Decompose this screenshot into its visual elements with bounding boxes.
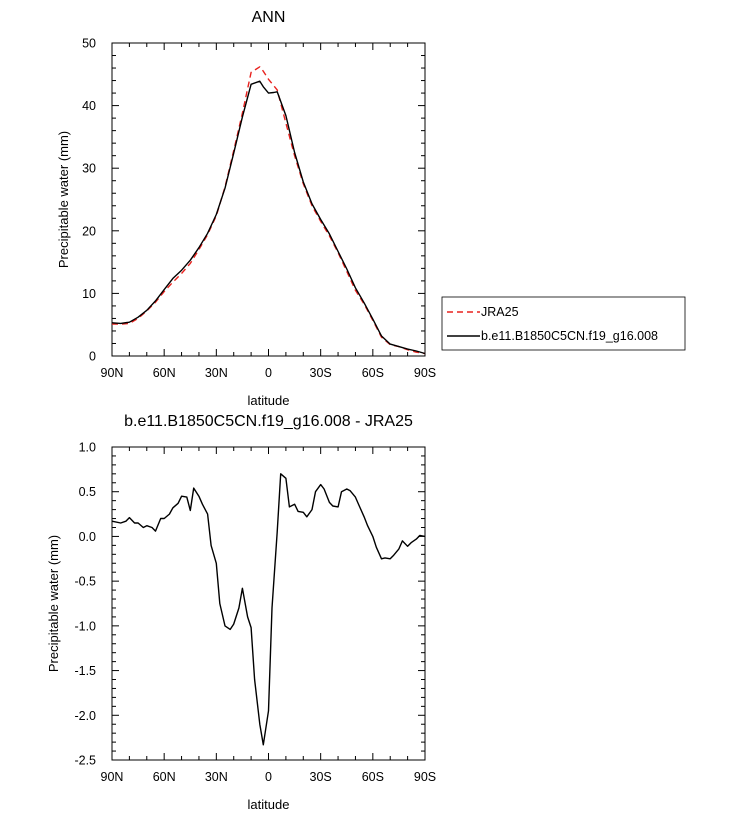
top-plot-frame — [111, 42, 426, 357]
series-line-1-0 — [111, 473, 426, 746]
y-tick-label: 20 — [82, 224, 96, 238]
bottom-chart-title: b.e11.B1850C5CN.f19_g16.008 - JRA25 — [124, 413, 413, 430]
x-tick-label: 30N — [205, 770, 228, 784]
y-tick-label: 0 — [89, 350, 96, 364]
y-tick-label: -2.0 — [74, 709, 96, 723]
y-tick-label: 50 — [82, 37, 96, 51]
y-tick-label: -2.5 — [74, 754, 96, 768]
bottom-x-axis-label: latitude — [248, 797, 290, 812]
y-tick-label: -0.5 — [74, 575, 96, 589]
top-series-lines — [111, 66, 426, 355]
bottom-series-lines — [111, 473, 426, 746]
y-tick-label: 1.0 — [79, 441, 96, 455]
x-tick-label: 90N — [101, 770, 124, 784]
legend-box — [441, 296, 686, 351]
y-tick-label: 30 — [82, 162, 96, 176]
legend-label-model: b.e11.B1850C5CN.f19_g16.008 — [481, 329, 658, 343]
y-tick-label: 40 — [82, 99, 96, 113]
top-y-axis-label: Precipitable water (mm) — [56, 131, 71, 268]
x-tick-label: 60N — [153, 366, 176, 380]
x-tick-label: 60N — [153, 770, 176, 784]
series-line-0-1 — [111, 80, 426, 355]
top-ticks: 90N 60N 30N 0 30S 60S 90S 0 10 20 30 40 50 — [82, 37, 436, 381]
legend-label-jra25: JRA25 — [481, 305, 519, 319]
bottom-panel: b.e11.B1850C5CN.f19_g16.008 - JRA25 90N 6… — [46, 413, 436, 812]
x-tick-label: 30S — [310, 366, 332, 380]
y-tick-label: 0.0 — [79, 530, 96, 544]
x-tick-label: 90N — [101, 366, 124, 380]
x-tick-label: 90S — [414, 366, 436, 380]
bottom-y-axis-label: Precipitable water (mm) — [46, 535, 61, 672]
y-tick-label: 10 — [82, 287, 96, 301]
y-tick-label: -1.0 — [74, 619, 96, 633]
y-tick-label: -1.5 — [74, 664, 96, 678]
x-tick-label: 90S — [414, 770, 436, 784]
series-line-0-0 — [112, 66, 426, 355]
legend: JRA25 b.e11.B1850C5CN.f19_g16.008 — [441, 296, 686, 351]
bottom-ticks: 90N 60N 30N 0 30S 60S 90S -2.5 -2.0 -1.5 -1.0 -0.5 0… — [74, 441, 436, 785]
top-x-axis-label: latitude — [248, 393, 290, 408]
y-tick-label: 0.5 — [79, 485, 96, 499]
x-tick-label: 60S — [362, 770, 384, 784]
top-panel: ANN 90N 60N 30N 0 30S 60S 90S 0 10 20 30 40 50 latit… — [56, 9, 436, 408]
x-tick-label: 30N — [205, 366, 228, 380]
top-chart-title: ANN — [252, 9, 286, 26]
x-tick-label: 0 — [265, 366, 272, 380]
x-tick-label: 60S — [362, 366, 384, 380]
x-tick-label: 0 — [265, 770, 272, 784]
x-tick-label: 30S — [310, 770, 332, 784]
